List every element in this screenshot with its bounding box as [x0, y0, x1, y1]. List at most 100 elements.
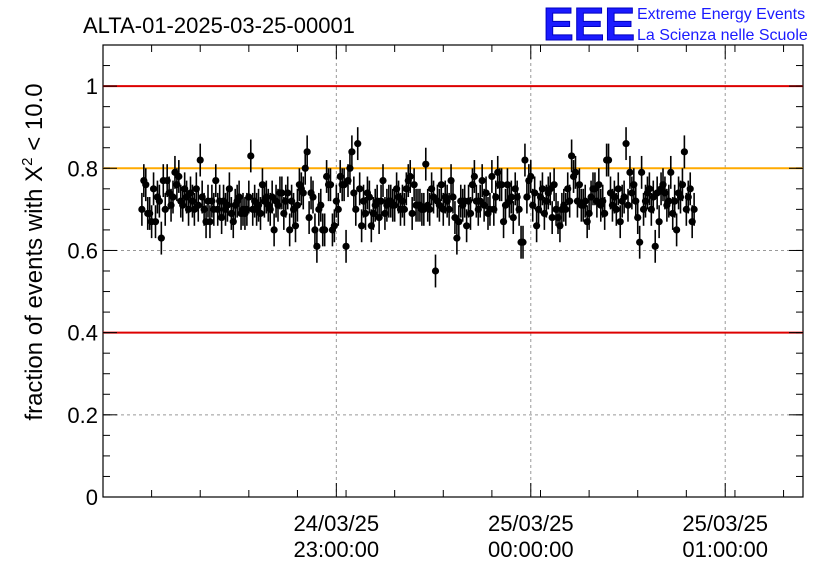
y-tick-label: 1	[86, 74, 98, 99]
data-marker	[342, 242, 350, 250]
data-marker	[406, 172, 414, 181]
data-point	[278, 176, 286, 210]
data-point	[303, 135, 311, 169]
data-marker	[634, 213, 642, 222]
y-axis-label: fraction of events with Χ2 < 10.0	[19, 83, 48, 420]
data-marker	[437, 181, 445, 189]
data-marker	[445, 205, 453, 213]
data-marker	[498, 181, 506, 189]
data-marker	[638, 168, 646, 176]
x-tick-label-time: 01:00:00	[682, 537, 768, 562]
data-point	[478, 164, 486, 198]
data-marker	[410, 181, 418, 189]
data-marker	[519, 238, 527, 246]
data-point	[636, 225, 644, 259]
data-point	[562, 192, 570, 226]
data-point	[470, 160, 478, 193]
data-point	[377, 184, 385, 218]
data-point	[449, 180, 457, 214]
data-point	[655, 205, 663, 239]
data-marker	[161, 205, 169, 213]
data-point	[334, 192, 342, 226]
data-point	[673, 213, 681, 247]
data-marker	[566, 197, 574, 205]
data-marker	[194, 201, 202, 209]
data-marker	[330, 222, 338, 230]
data-point	[431, 254, 440, 288]
data-marker	[354, 140, 362, 148]
data-point	[612, 192, 620, 226]
data-marker	[482, 189, 490, 197]
data-point	[445, 192, 453, 226]
data-point	[624, 188, 632, 222]
data-marker	[212, 177, 220, 185]
data-point	[455, 205, 463, 239]
data-marker	[686, 185, 694, 193]
data-point	[604, 143, 613, 177]
data-marker	[624, 201, 632, 209]
y-tick-label: 0	[86, 485, 98, 510]
y-tick-labels: 0 0.2 0.4 0.6 0.8 1	[67, 74, 98, 510]
data-marker	[581, 197, 589, 205]
data-point	[225, 172, 233, 206]
data-point	[247, 139, 255, 173]
data-point	[309, 180, 317, 214]
data-point	[548, 201, 556, 235]
data-point	[509, 201, 517, 235]
data-marker	[149, 185, 158, 193]
data-marker	[361, 209, 370, 218]
chart-title: ALTA-01-2025-03-25-00001	[83, 13, 355, 38]
data-marker	[492, 193, 500, 201]
data-marker	[601, 209, 609, 218]
data-marker	[665, 197, 673, 205]
data-marker	[612, 205, 620, 213]
data-point	[519, 225, 527, 259]
data-point	[155, 184, 163, 218]
data-point	[616, 205, 624, 239]
data-marker	[377, 197, 385, 205]
data-marker	[671, 197, 679, 205]
data-point	[678, 168, 687, 202]
data-point	[531, 176, 539, 210]
data-point	[488, 160, 496, 193]
y-tick-label: 0.6	[67, 238, 98, 263]
data-point	[175, 160, 183, 193]
data-point	[482, 176, 490, 210]
data-point	[408, 197, 416, 230]
data-point	[352, 192, 360, 226]
data-point	[568, 139, 576, 173]
data-point	[680, 135, 688, 169]
data-point	[571, 155, 580, 189]
y-axis-label-superscript: 2	[19, 157, 36, 165]
data-point	[601, 197, 609, 230]
x-tick-label-time: 23:00:00	[294, 537, 380, 562]
data-marker	[245, 193, 253, 201]
data-marker	[293, 201, 302, 209]
data-marker	[604, 156, 613, 164]
data-marker	[247, 152, 255, 160]
data-point	[356, 172, 364, 206]
data-point	[161, 192, 169, 226]
data-marker	[548, 213, 556, 222]
data-marker	[348, 148, 356, 156]
data-marker	[206, 218, 214, 226]
data-point	[406, 160, 414, 193]
data-marker	[463, 222, 471, 230]
data-marker	[655, 218, 663, 226]
reference-lines	[103, 85, 803, 334]
data-marker	[667, 168, 675, 176]
data-point	[151, 205, 160, 239]
data-marker	[478, 177, 486, 185]
data-marker	[155, 197, 163, 205]
x-tick-label-date: 24/03/25	[294, 511, 380, 536]
data-marker	[422, 160, 430, 168]
data-point	[321, 213, 329, 247]
data-marker	[270, 226, 278, 234]
data-point	[293, 188, 302, 222]
data-point	[626, 155, 634, 189]
data-point	[426, 192, 434, 226]
data-marker	[278, 189, 286, 197]
data-point	[256, 197, 265, 230]
data-marker	[317, 201, 325, 209]
logo-line-1: Extreme Energy Events	[637, 6, 805, 23]
